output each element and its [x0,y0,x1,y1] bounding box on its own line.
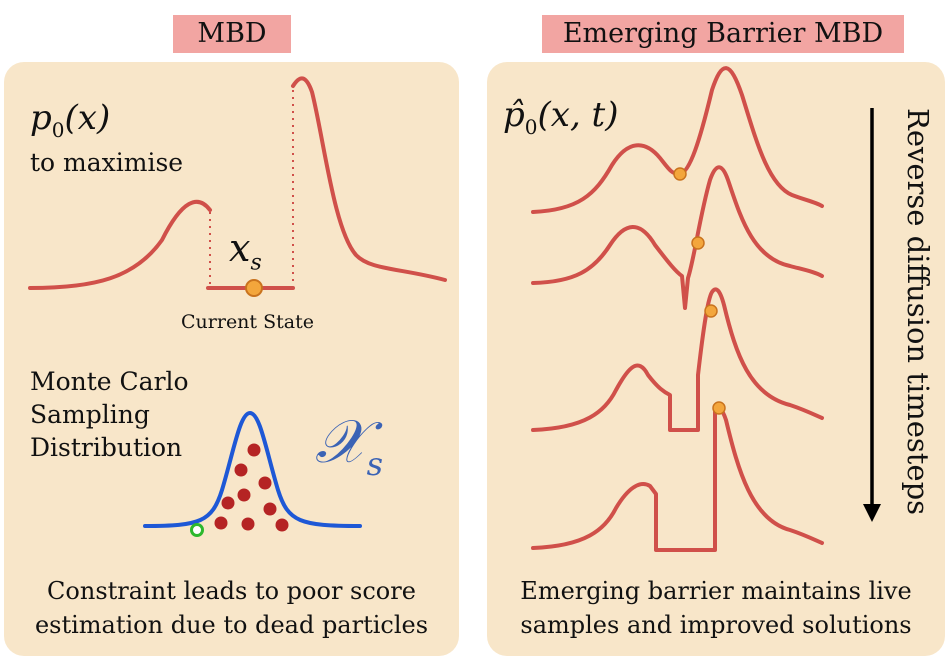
left-caption-line-2: estimation due to dead particles [34,611,429,639]
particle [214,516,228,530]
current-state-symbol: xs [229,227,262,285]
timestep-arrow-label: Reverse diffusion timesteps [901,108,935,516]
state-subscript: s [250,250,262,276]
particle [263,502,277,516]
particle [247,443,261,457]
objective-curve-left-part [28,199,212,290]
objective-curve-right-part [291,76,447,282]
sampling-label-line-1: Monte Carlo [30,367,189,396]
timestep-arrow-head [863,504,881,522]
state-symbol: x [229,226,251,270]
density-symbol: p̂ [503,95,525,135]
emerging-barrier-panel [487,62,945,656]
mbd-panel [4,62,459,656]
particle [221,496,235,510]
state-dot-t2 [691,236,705,250]
right-caption-line-2: samples and improved solutions [520,611,912,639]
right-caption: Emerging barrier maintains live samples … [489,574,943,642]
objective-argument: (x) [64,98,111,138]
sampling-label-line-3: Distribution [30,433,183,462]
emerging-barrier-title-tag: Emerging Barrier MBD [542,15,904,53]
sampling-set-subscript: s [366,445,384,483]
particle [237,488,251,502]
objective-label: p0(x) [30,98,110,150]
state-dot-t4 [712,401,726,415]
current-state-label: Current State [181,311,314,333]
particle [241,517,255,531]
objective-text: to maximise [30,148,184,177]
sampling-set-letter: 𝒳 [315,407,367,477]
density-label: p̂0(x, t) [503,95,618,147]
mbd-title-tag: MBD [173,15,291,53]
particle [234,463,248,477]
sampling-gaussian-curve [143,410,362,528]
state-dot-t1 [673,167,687,181]
objective-subscript: 0 [51,117,65,142]
density-curve-t2 [531,165,824,310]
particle [275,518,289,532]
state-dot-t3 [704,304,718,318]
density-curve-t1 [531,66,824,214]
live-particle [190,523,204,537]
particle [258,476,272,490]
current-state-dot [245,279,263,297]
left-caption: Constraint leads to poor score estimatio… [6,574,457,642]
sampling-distribution-label: Monte Carlo Sampling Distribution [30,365,189,464]
right-caption-line-1: Emerging barrier maintains live [520,577,912,605]
density-subscript: 0 [524,114,538,139]
left-caption-line-1: Constraint leads to poor score [47,577,416,605]
sampling-set-symbol: 𝒳s [315,410,383,496]
density-curve-t3 [531,287,824,432]
objective-symbol: p [30,98,52,138]
density-argument: (x, t) [537,95,619,135]
sampling-label-line-2: Sampling [30,400,150,429]
